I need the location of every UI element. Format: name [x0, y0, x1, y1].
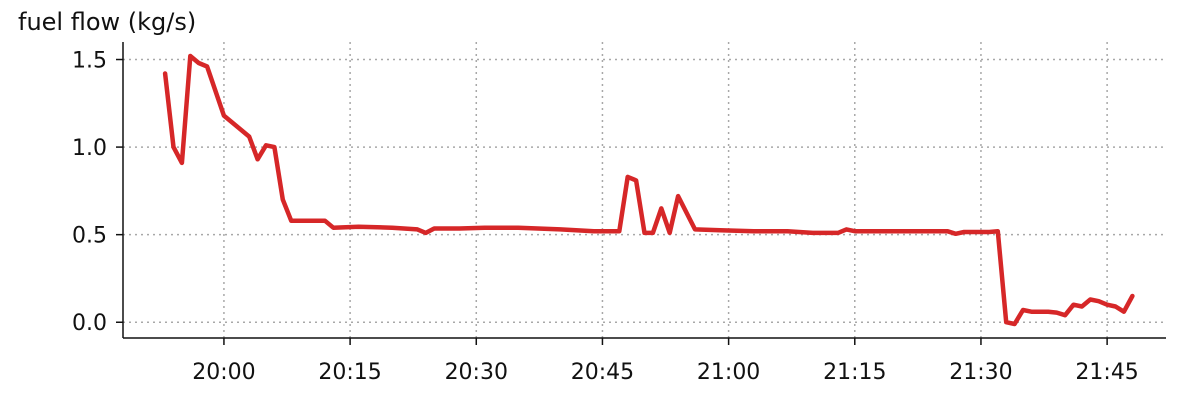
y-tick-label-3: 1.5 [72, 49, 107, 74]
y-axis-title: fuel flow (kg/s) [18, 8, 196, 36]
grid [123, 42, 1166, 338]
y-tick-label-2: 1.0 [72, 136, 107, 161]
x-tick-label-2: 20:30 [445, 360, 508, 385]
axes [122, 42, 1166, 339]
series-group [162, 53, 1135, 327]
x-axis-ticks: 20:00 20:15 20:30 20:45 21:00 21:15 21:30 21:45 [192, 338, 1139, 385]
y-axis-ticks: 0.0 0.5 1.0 1.5 [72, 49, 123, 336]
x-tick-label-4: 21:00 [697, 360, 760, 385]
x-tick-label-1: 20:15 [318, 360, 381, 385]
series-line-0 [162, 53, 1135, 327]
y-tick-label-1: 0.5 [72, 224, 107, 249]
x-tick-label-3: 20:45 [571, 360, 634, 385]
x-tick-label-7: 21:45 [1075, 360, 1138, 385]
y-tick-label-0: 0.0 [72, 311, 107, 336]
x-tick-label-6: 21:30 [949, 360, 1012, 385]
x-tick-label-5: 21:15 [823, 360, 886, 385]
x-tick-label-0: 20:00 [192, 360, 255, 385]
